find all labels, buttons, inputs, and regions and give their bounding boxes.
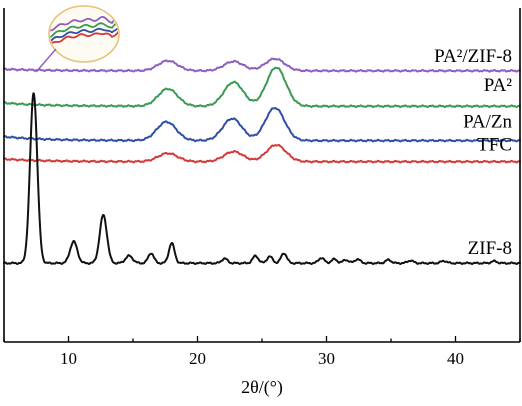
x-tick-label: 40	[447, 349, 464, 368]
series-line-tfc	[3, 143, 521, 164]
inset-magnifier	[35, 5, 120, 73]
series-line-pa-zif-8	[3, 57, 521, 73]
series-label-zif-8: ZIF-8	[468, 238, 512, 259]
series-line-pa	[3, 66, 521, 109]
plot-area	[3, 57, 521, 265]
series-line-zif-8	[3, 92, 521, 265]
series-label-tfc: TFC	[477, 135, 512, 156]
x-axis-title: 2θ/(°)	[241, 377, 283, 398]
inset-trace	[50, 30, 118, 47]
series-label-pa: PA²	[484, 75, 513, 96]
inset-trace	[50, 26, 118, 44]
x-tick-label: 20	[189, 349, 206, 368]
x-tick-label: 30	[318, 349, 335, 368]
inset-trace	[50, 13, 118, 32]
axis-frame: 10 20 30 40	[3, 8, 521, 368]
inset-pointer-line	[35, 48, 57, 73]
series-line-pa-zn	[3, 107, 521, 143]
series-label-pa-zif-8: PA²/ZIF-8	[434, 46, 512, 67]
x-tick-label: 10	[60, 349, 77, 368]
inset-traces	[50, 13, 118, 47]
inset-trace	[50, 20, 118, 39]
series-label-pa-zn: PA/Zn	[463, 112, 512, 133]
